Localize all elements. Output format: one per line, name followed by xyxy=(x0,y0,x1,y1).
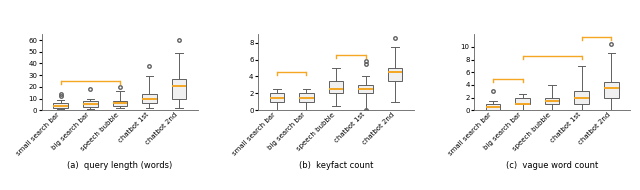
PathPatch shape xyxy=(328,81,344,93)
PathPatch shape xyxy=(53,103,68,108)
PathPatch shape xyxy=(358,85,373,93)
PathPatch shape xyxy=(486,104,500,110)
PathPatch shape xyxy=(269,93,284,102)
PathPatch shape xyxy=(574,91,589,104)
X-axis label: (b)  keyfact count: (b) keyfact count xyxy=(299,161,373,170)
PathPatch shape xyxy=(545,97,559,104)
X-axis label: (c)  vague word count: (c) vague word count xyxy=(506,161,598,170)
X-axis label: (a)  query length (words): (a) query length (words) xyxy=(67,161,173,170)
PathPatch shape xyxy=(299,93,314,102)
PathPatch shape xyxy=(172,79,186,98)
PathPatch shape xyxy=(83,101,98,107)
PathPatch shape xyxy=(142,94,157,103)
PathPatch shape xyxy=(388,68,403,81)
PathPatch shape xyxy=(515,97,530,104)
PathPatch shape xyxy=(604,82,619,97)
PathPatch shape xyxy=(113,101,127,105)
